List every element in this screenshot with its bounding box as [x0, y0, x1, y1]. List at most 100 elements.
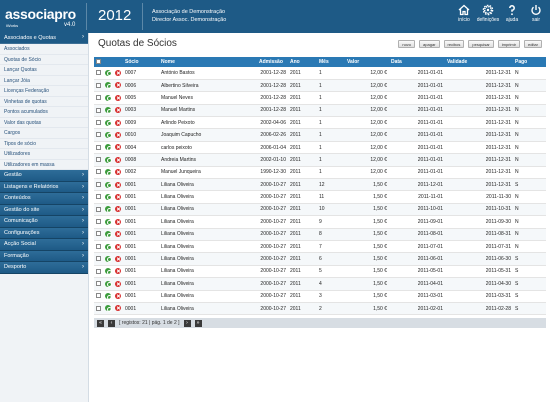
delete-icon[interactable]	[115, 305, 121, 312]
sidebar-item-utilizadores-massa[interactable]: Utilizadores em massa	[0, 160, 88, 170]
delete-icon[interactable]	[115, 206, 121, 213]
row-checkbox[interactable]	[96, 256, 101, 262]
nav-home[interactable]: início	[452, 4, 476, 23]
row-checkbox[interactable]	[96, 243, 101, 249]
delete-icon[interactable]	[115, 94, 121, 101]
receipts-button[interactable]: recibos	[443, 40, 465, 48]
table-row[interactable]: 0008 Andreia Martins 2002-01-10 2011 1 12,00 …	[94, 153, 546, 167]
first-page-button[interactable]: «	[97, 319, 104, 327]
sidebar-group-gestao[interactable]: Gestão ›	[0, 170, 88, 182]
row-checkbox[interactable]	[96, 305, 101, 311]
delete-icon[interactable]	[115, 144, 121, 151]
row-checkbox[interactable]	[96, 132, 101, 138]
table-row[interactable]: 0001 Liliana Oliveira 2000-10-27 2011 3 1,50 …	[94, 290, 546, 303]
row-checkbox[interactable]	[96, 194, 101, 200]
sidebar-item-associados[interactable]: Associados	[0, 44, 88, 55]
delete-icon[interactable]	[115, 268, 121, 275]
table-row[interactable]: 0006 Albertino Silveira 2001-12-28 2011 1 12,…	[94, 79, 546, 93]
edit-icon[interactable]	[105, 82, 112, 89]
nav-logout[interactable]: sair	[524, 4, 548, 23]
row-checkbox[interactable]	[96, 169, 101, 175]
table-row[interactable]: 0001 Liliana Oliveira 2000-10-27 2011 4 1,50 …	[94, 277, 546, 291]
col-pago[interactable]: Pago	[513, 57, 546, 67]
table-row[interactable]: 0001 Liliana Oliveira 2000-10-27 2011 12 1,50…	[94, 178, 546, 192]
row-checkbox[interactable]	[96, 293, 101, 299]
sidebar-item-vinhetas[interactable]: Vinhetas de quotas	[0, 97, 88, 107]
edit-icon[interactable]	[105, 144, 112, 151]
sidebar-group-gestao-site[interactable]: Gestão do site ›	[0, 204, 88, 216]
sidebar-section-associados-quotas[interactable]: Associados e Quotas ›	[0, 33, 88, 44]
edit-icon[interactable]	[105, 107, 112, 114]
row-checkbox[interactable]	[96, 157, 101, 163]
row-checkbox[interactable]	[96, 231, 101, 237]
edit-icon[interactable]	[105, 280, 112, 288]
delete-icon[interactable]	[115, 231, 121, 238]
edit-icon[interactable]	[105, 193, 112, 201]
edit-button[interactable]: editar	[523, 40, 542, 48]
edit-icon[interactable]	[105, 69, 112, 77]
col-valor[interactable]: Valor	[345, 57, 389, 67]
table-row[interactable]: 0001 Liliana Oliveira 2000-10-27 2011 5 1,50 …	[94, 265, 546, 279]
sidebar-group-conteudos[interactable]: Conteúdos ›	[0, 193, 88, 205]
search-button[interactable]: pesquisar	[468, 40, 494, 48]
delete-icon[interactable]	[115, 107, 121, 114]
row-checkbox[interactable]	[96, 82, 101, 88]
delete-icon[interactable]	[115, 156, 121, 163]
table-row[interactable]: 0002 Manuel Junqueira 1990-12-30 2011 1 12,00…	[94, 166, 546, 180]
delete-icon[interactable]	[115, 193, 121, 200]
edit-icon[interactable]	[105, 131, 112, 139]
delete-icon[interactable]	[115, 293, 121, 300]
sidebar-group-desporto[interactable]: Desporto ›	[0, 262, 88, 274]
new-button[interactable]: novo	[398, 40, 416, 48]
edit-icon[interactable]	[105, 206, 112, 213]
edit-icon[interactable]	[105, 169, 112, 176]
table-row[interactable]: 0005 Manuel Neves 2001-12-28 2011 1 12,00 €20…	[94, 91, 546, 105]
delete-icon[interactable]	[115, 218, 121, 225]
row-checkbox[interactable]	[96, 281, 101, 286]
row-checkbox[interactable]	[96, 107, 101, 113]
delete-icon[interactable]	[115, 69, 121, 76]
delete-button[interactable]: apagar	[419, 40, 440, 48]
edit-icon[interactable]	[105, 218, 112, 226]
delete-icon[interactable]	[115, 243, 121, 250]
row-checkbox[interactable]	[96, 119, 101, 125]
delete-icon[interactable]	[115, 119, 121, 126]
prev-page-button[interactable]: ‹	[108, 319, 115, 327]
table-row[interactable]: 0001 Liliana Oliveira 2000-10-27 2011 7 1,50 …	[94, 240, 546, 254]
select-all-checkbox[interactable]	[96, 59, 101, 65]
edit-icon[interactable]	[105, 119, 112, 127]
table-row[interactable]: 0009 Arlindo Peixoto 2002-04-06 2011 1 12,00 …	[94, 116, 546, 130]
edit-icon[interactable]	[105, 293, 112, 300]
table-row[interactable]: 0010 Joaquim Capucho 2006-02-26 2011 1 12,00 …	[94, 128, 546, 142]
delete-icon[interactable]	[115, 82, 121, 89]
col-admissao[interactable]: Admissão	[257, 57, 288, 67]
edit-icon[interactable]	[105, 305, 112, 312]
edit-icon[interactable]	[105, 255, 112, 263]
next-page-button[interactable]: ›	[183, 319, 191, 327]
brand-logo[interactable]: associapro	[5, 6, 76, 22]
sidebar-item-lancar-quotas[interactable]: Lançar Quotas	[0, 65, 88, 76]
nav-settings[interactable]: definições	[476, 4, 500, 23]
sidebar-group-accao-social[interactable]: Acção Social ›	[0, 239, 88, 251]
row-checkbox[interactable]	[96, 70, 101, 76]
row-checkbox[interactable]	[96, 144, 101, 150]
col-validade[interactable]: Validade	[445, 57, 513, 67]
sidebar-item-licencas[interactable]: Licenças Federação	[0, 86, 88, 97]
edit-icon[interactable]	[105, 156, 112, 164]
sidebar-group-formacao[interactable]: Formação ›	[0, 250, 88, 262]
sidebar-item-pontos[interactable]: Pontos acumulados	[0, 107, 88, 118]
col-mes[interactable]: Mês	[317, 57, 345, 67]
sidebar-group-configuracoes[interactable]: Configurações ›	[0, 227, 88, 239]
delete-icon[interactable]	[115, 131, 121, 138]
table-row[interactable]: 0003 Manuel Martins 2001-12-28 2011 1 12,00 €…	[94, 104, 546, 118]
edit-icon[interactable]	[105, 268, 112, 275]
last-page-button[interactable]: »	[194, 319, 202, 327]
table-row[interactable]: 0004 carlos peixoto 2006-01-04 2011 1 12,00 €…	[94, 141, 546, 155]
sidebar-item-quotas-socio[interactable]: Quotas de Sócio	[0, 55, 88, 65]
row-checkbox[interactable]	[96, 95, 101, 101]
table-row[interactable]: 0001 Liliana Oliveira 2000-10-27 2011 6 1,50 …	[94, 252, 546, 266]
col-nome[interactable]: Nome	[159, 57, 257, 67]
table-row[interactable]: 0007 António Bastos 2001-12-28 2011 1 12,00 €…	[94, 67, 546, 80]
row-checkbox[interactable]	[96, 181, 101, 187]
sidebar-group-comunicacao[interactable]: Comunicação ›	[0, 216, 88, 228]
